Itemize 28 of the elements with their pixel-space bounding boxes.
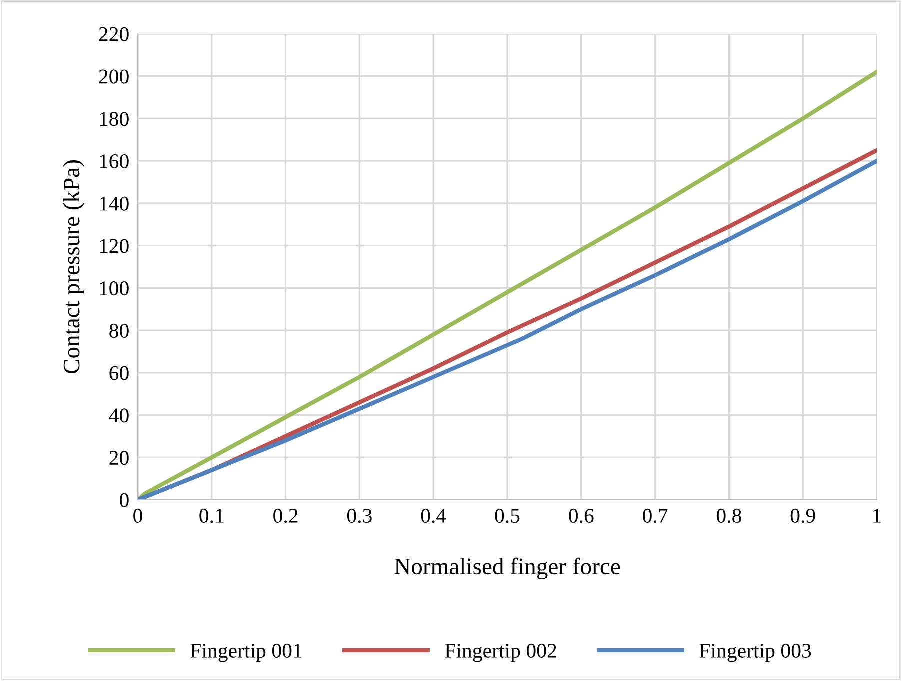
x-tick-label: 0.6	[569, 508, 594, 524]
y-tick-label: 120	[100, 239, 129, 254]
y-tick-label: 180	[100, 112, 129, 126]
legend-label: Fingertip 003	[700, 644, 812, 662]
y-tick-label: 40	[109, 408, 129, 423]
y-tick-label: 80	[110, 324, 129, 338]
y-tick-label: 220	[99, 27, 129, 42]
y-tick-label: 60	[110, 366, 129, 380]
x-tick-label: 0.8	[716, 508, 742, 524]
y-tick-label: 140	[100, 196, 129, 211]
x-tick-label: 0.1	[200, 508, 224, 524]
x-tick-label: 0.5	[495, 508, 520, 524]
legend-label: Fingertip 001	[190, 644, 302, 662]
x-tick-label: 0.3	[347, 508, 372, 524]
y-tick-label: 160	[100, 154, 129, 169]
y-tick-label: 200	[99, 70, 129, 84]
y-tick-label: 20	[110, 451, 129, 466]
x-tick-label: 0.9	[790, 508, 816, 524]
x-tick-label: 0.7	[643, 508, 668, 524]
x-tick-label: 0.4	[421, 508, 446, 524]
x-axis-title: Normalised finger force	[394, 558, 620, 580]
y-tick-label: 100	[100, 282, 129, 296]
x-tick-label: 0.2	[274, 508, 298, 524]
x-tick-label: 0	[134, 508, 142, 523]
x-tick-label: 1	[874, 509, 881, 523]
legend-label: Fingertip 002	[445, 644, 556, 662]
y-axis-title: Contact pressure (kPa)	[63, 160, 85, 374]
y-tick-label: 0	[120, 493, 129, 508]
